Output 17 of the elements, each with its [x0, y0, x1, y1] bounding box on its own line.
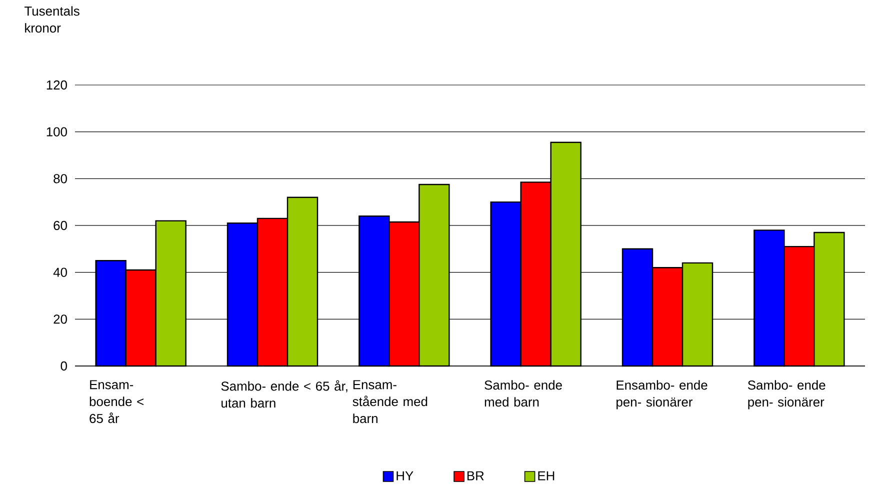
legend-label: EH [538, 471, 554, 480]
x-tick-label: Ensam- boende < 65 år [90, 380, 144, 424]
legend-label: BR [467, 471, 484, 480]
legend-label: HY [396, 471, 414, 480]
x-tick-label: Ensambo- ende pen- sionärer [616, 380, 708, 410]
y-axis-title: Tusentals kronor [24, 6, 80, 33]
y-tick-label: 120 [46, 80, 67, 90]
y-tick-label: 60 [54, 220, 67, 230]
y-tick-label: 0 [60, 361, 67, 371]
y-tick-label: 20 [54, 314, 67, 324]
y-tick-label: 80 [54, 174, 67, 184]
x-tick-label: Sambo- ende med barn [484, 380, 562, 407]
y-tick-label: 40 [53, 268, 67, 277]
x-tick-label: Sambo- ende pen- sionärer [748, 380, 826, 410]
y-tick-label: 100 [46, 127, 67, 136]
x-tick-label: Sambo- ende < 65 år, utan barn [221, 380, 348, 408]
x-tick-label: Ensam- stående med barn [352, 380, 428, 424]
